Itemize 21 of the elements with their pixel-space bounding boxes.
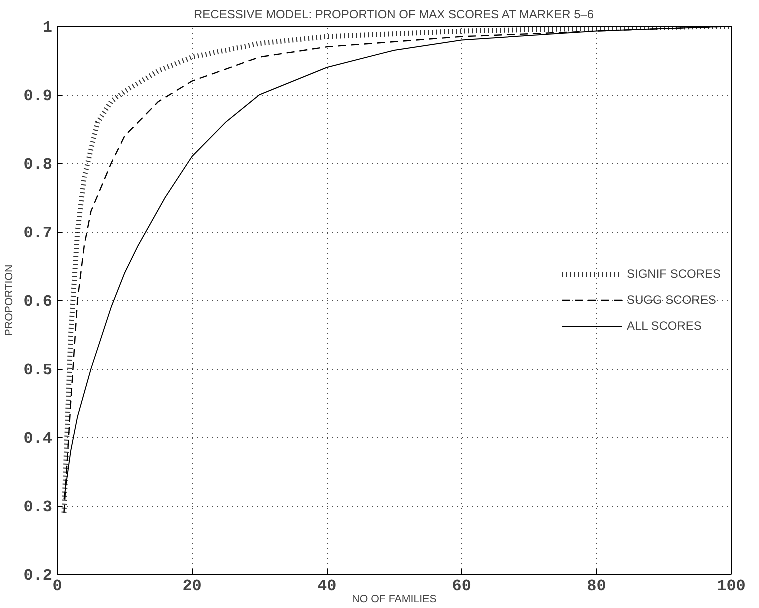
y-tick-label: 0.9 <box>24 88 53 106</box>
y-axis-title: PROPORTION <box>4 264 16 336</box>
y-tick-label: 0.7 <box>24 224 53 242</box>
y-tick-label: 0.5 <box>24 362 53 380</box>
y-tick-label: 1 <box>42 19 53 37</box>
y-tick-label: 0.8 <box>24 156 53 174</box>
x-tick-label: 80 <box>587 578 606 596</box>
x-tick-label: 20 <box>182 578 202 596</box>
legend-label: ALL SCORES <box>626 319 702 333</box>
x-axis-title: NO OF FAMILIES <box>352 594 437 606</box>
x-tick-label: 40 <box>318 578 337 596</box>
y-tick-label: 0.6 <box>24 293 53 311</box>
y-tick-label: 0.2 <box>24 567 53 585</box>
legend-label: SUGG SCORES <box>626 293 716 307</box>
legend-label: SIGNIF SCORES <box>626 267 721 281</box>
x-tick-label: 60 <box>452 578 472 596</box>
x-tick-label: 100 <box>717 578 746 596</box>
x-tick-label: 0 <box>52 578 62 596</box>
y-tick-label: 0.3 <box>24 498 53 516</box>
chart-title: RECESSIVE MODEL: PROPORTION OF MAX SCORES AT MARKER 5–6 <box>194 8 594 22</box>
y-tick-label: 0.4 <box>24 430 53 448</box>
